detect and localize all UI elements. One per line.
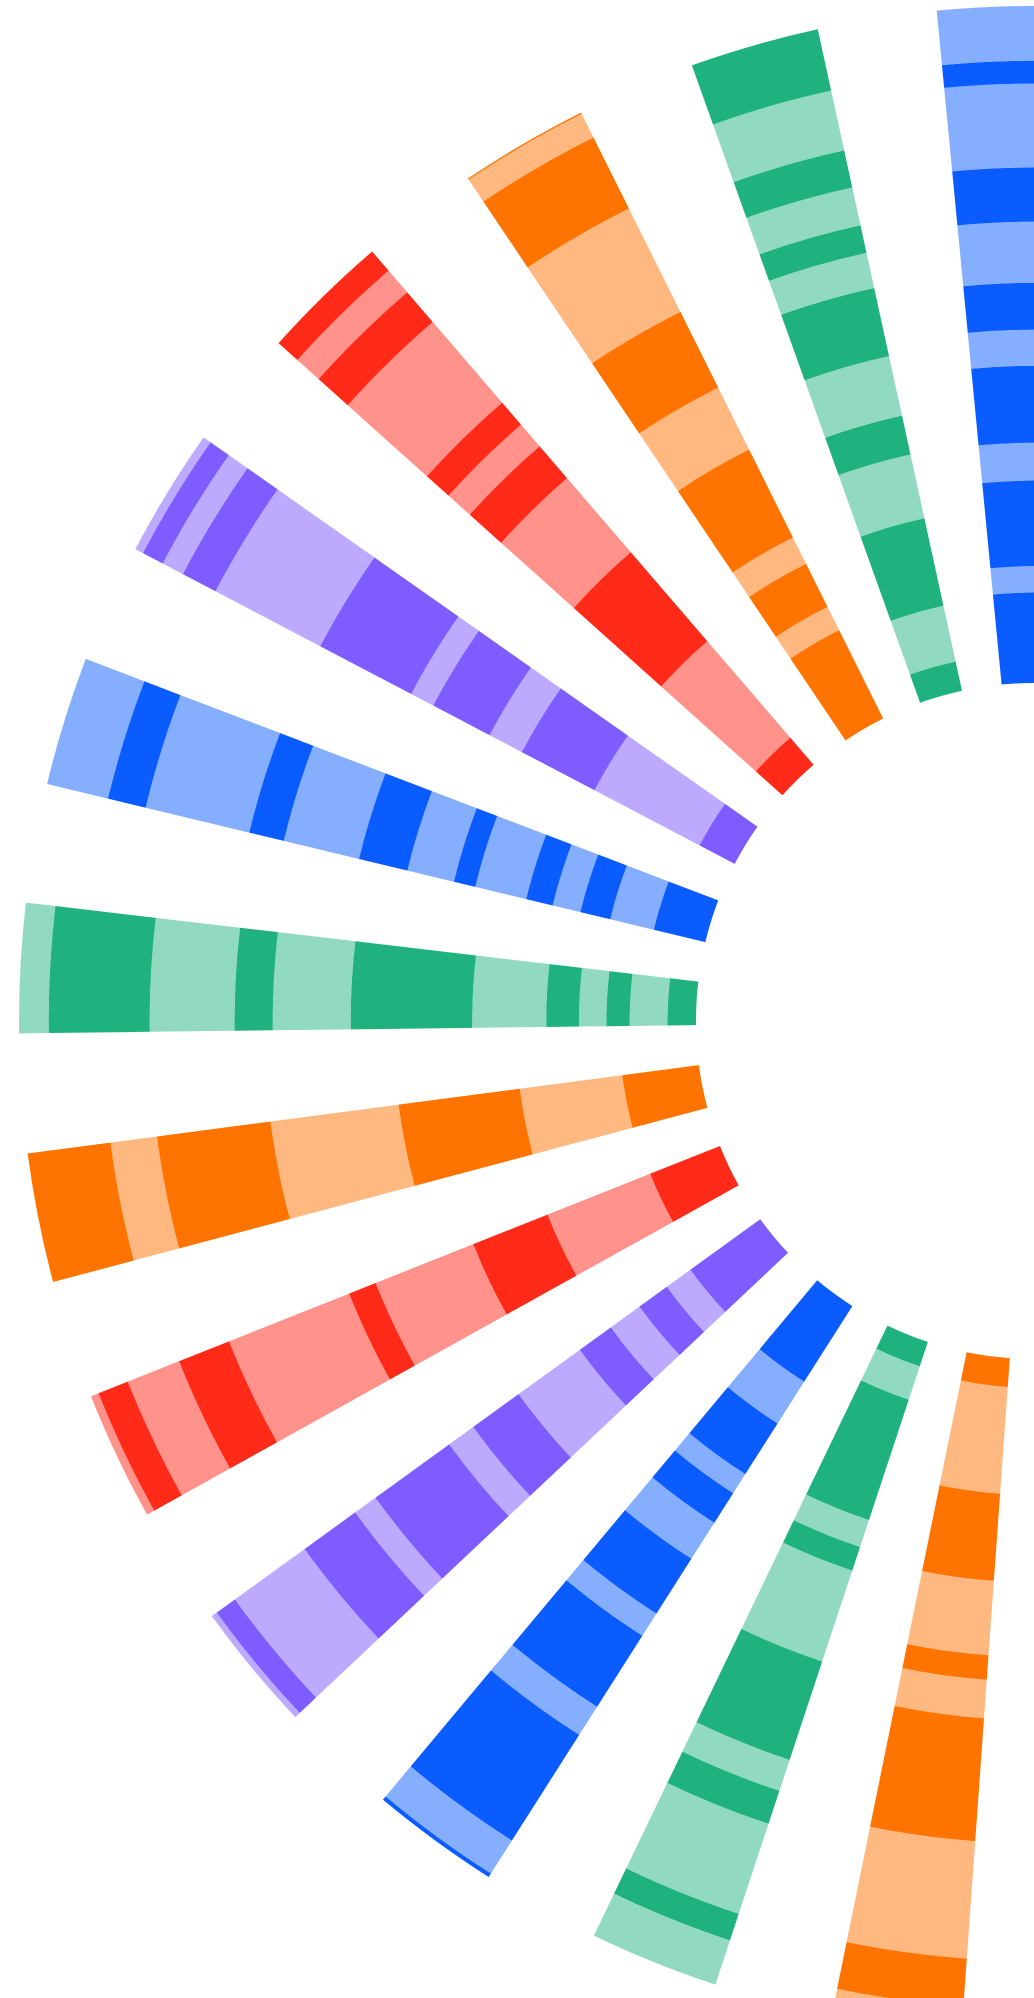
stripe xyxy=(957,222,1034,287)
stripe xyxy=(351,941,476,1029)
stripe xyxy=(922,1485,1000,1581)
stripe xyxy=(907,1571,994,1655)
stripe xyxy=(630,974,670,1026)
stripe xyxy=(961,1352,1010,1387)
stripe-wedge xyxy=(19,903,698,1034)
page: (() => { const data = JSON.parse(documen… xyxy=(0,0,1034,1998)
stripe xyxy=(49,906,156,1033)
stripe xyxy=(150,918,240,1032)
stripe xyxy=(546,964,582,1027)
stripe xyxy=(971,366,1034,446)
stripe xyxy=(271,1105,415,1219)
stripe xyxy=(606,971,632,1026)
stripe xyxy=(273,932,356,1030)
stripe xyxy=(993,593,1034,685)
stripe xyxy=(520,1075,633,1154)
stripe xyxy=(235,928,278,1031)
striped-burst xyxy=(0,0,1034,1998)
stripe xyxy=(963,283,1034,333)
stripe xyxy=(579,968,609,1027)
stripe xyxy=(472,955,549,1027)
stripe-wedge xyxy=(937,6,1034,685)
stripe xyxy=(982,481,1034,569)
stripe xyxy=(937,6,1034,65)
stripe xyxy=(940,1381,1008,1494)
stripe-wedge xyxy=(692,29,962,702)
stripe xyxy=(806,1380,909,1520)
stripe xyxy=(668,978,699,1025)
stripe xyxy=(861,518,944,621)
stripe xyxy=(157,1122,290,1249)
stripe xyxy=(990,566,1034,594)
stripe xyxy=(979,443,1034,483)
stripe xyxy=(944,84,1034,172)
stripe xyxy=(952,167,1034,225)
stripe xyxy=(398,1089,532,1186)
stripe xyxy=(847,1827,976,1959)
stripe xyxy=(622,1065,707,1128)
stripe xyxy=(870,1706,984,1841)
stripe xyxy=(968,330,1034,369)
